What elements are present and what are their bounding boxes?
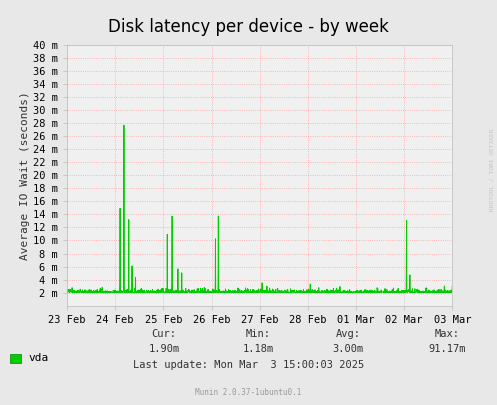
Text: Last update: Mon Mar  3 15:00:03 2025: Last update: Mon Mar 3 15:00:03 2025 (133, 360, 364, 370)
Text: Disk latency per device - by week: Disk latency per device - by week (108, 18, 389, 36)
Y-axis label: Average IO Wait (seconds): Average IO Wait (seconds) (20, 91, 30, 260)
Text: Cur:: Cur: (152, 329, 176, 339)
Text: 3.00m: 3.00m (332, 344, 363, 354)
Text: RRDTOOL / TOBI OETIKER: RRDTOOL / TOBI OETIKER (490, 129, 495, 211)
Text: vda: vda (28, 354, 49, 363)
Text: Munin 2.0.37-1ubuntu0.1: Munin 2.0.37-1ubuntu0.1 (195, 388, 302, 396)
Text: 91.17m: 91.17m (428, 344, 466, 354)
Text: 1.90m: 1.90m (149, 344, 179, 354)
Text: Avg:: Avg: (335, 329, 360, 339)
Text: 1.18m: 1.18m (243, 344, 274, 354)
Text: Max:: Max: (435, 329, 460, 339)
Text: Min:: Min: (246, 329, 271, 339)
